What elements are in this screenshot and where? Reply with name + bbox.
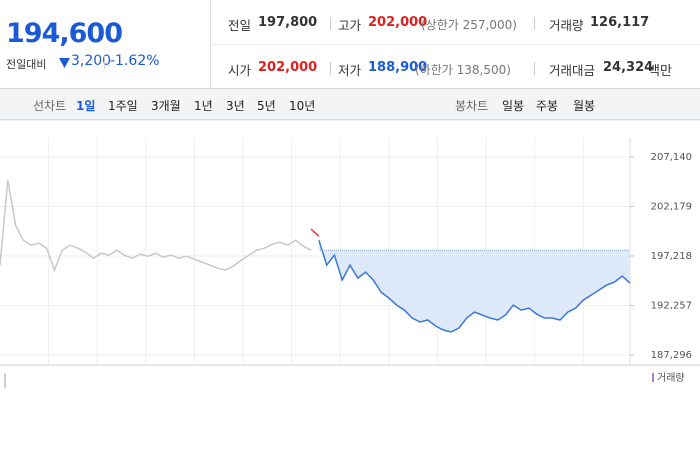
stat-label: 거래량 xyxy=(549,18,584,33)
chart-tabs: 선차트 1일 1주일 3개월 1년 3년 5년 10년 봉차트 일봉 주봉 월봉 xyxy=(0,89,700,120)
y-tick-label: 192,257 xyxy=(651,301,692,312)
volume-legend-swatch xyxy=(652,373,654,382)
candle-tab[interactable]: 일봉 xyxy=(502,99,525,113)
volume-legend: 거래량 xyxy=(657,372,685,384)
period-tab[interactable]: 10년 xyxy=(289,99,316,113)
y-tick-label: 187,296 xyxy=(651,350,692,361)
period-tab[interactable]: 3개월 xyxy=(151,99,181,113)
price-line xyxy=(0,180,312,273)
tab-group-label: 선차트 xyxy=(33,99,67,113)
stat-value: 188,900 xyxy=(368,60,428,75)
quote-header: 194,600 전일대비 3,200 -1.62% 전일 197,800 고가 … xyxy=(0,0,700,89)
period-tab[interactable]: 3년 xyxy=(226,99,245,113)
tab-group-label: 봉차트 xyxy=(455,99,489,113)
stat-label: 저가 xyxy=(338,63,362,78)
price-chart: 207,140 202,179 197,218 192,257 187,296 거래량 xyxy=(0,120,700,388)
period-tab[interactable]: 1년 xyxy=(194,99,213,113)
y-tick-label: 197,218 xyxy=(651,251,692,262)
current-price: 194,600 xyxy=(6,18,123,49)
change-rate: -1.62% xyxy=(110,53,160,69)
stat-value: 24,324 xyxy=(603,60,654,75)
period-tab[interactable]: 1주일 xyxy=(108,99,138,113)
stat-value: 126,117 xyxy=(590,15,650,30)
stat-note: (상한가 257,000) xyxy=(421,18,517,32)
candle-tab[interactable]: 주봉 xyxy=(536,99,559,113)
change-label: 전일대비 xyxy=(6,58,47,71)
period-tab[interactable]: 5년 xyxy=(257,99,276,113)
candle-tab[interactable]: 월봉 xyxy=(573,99,596,113)
volume-bar xyxy=(4,373,6,388)
stat-label: 전일 xyxy=(228,18,252,33)
stat-value: 197,800 xyxy=(258,15,318,30)
down-arrow-icon xyxy=(59,58,70,68)
y-tick-label: 207,140 xyxy=(651,152,692,163)
y-tick-label: 202,179 xyxy=(651,202,692,213)
change-amount: 3,200 xyxy=(71,53,112,69)
stat-unit: 백만 xyxy=(648,64,672,79)
stat-note: (하한가 138,500) xyxy=(415,63,511,77)
quote-summary: 194,600 전일대비 3,200 -1.62% xyxy=(0,0,211,88)
area xyxy=(318,240,630,333)
stat-value: 202,000 xyxy=(258,60,318,75)
price-line xyxy=(310,228,320,237)
stat-label: 시가 xyxy=(228,63,252,78)
period-tab[interactable]: 1일 xyxy=(76,99,96,113)
stat-value: 202,000 xyxy=(368,15,428,30)
price-line xyxy=(318,239,631,333)
stat-label: 고가 xyxy=(338,18,362,33)
stat-label: 거래대금 xyxy=(549,63,596,78)
